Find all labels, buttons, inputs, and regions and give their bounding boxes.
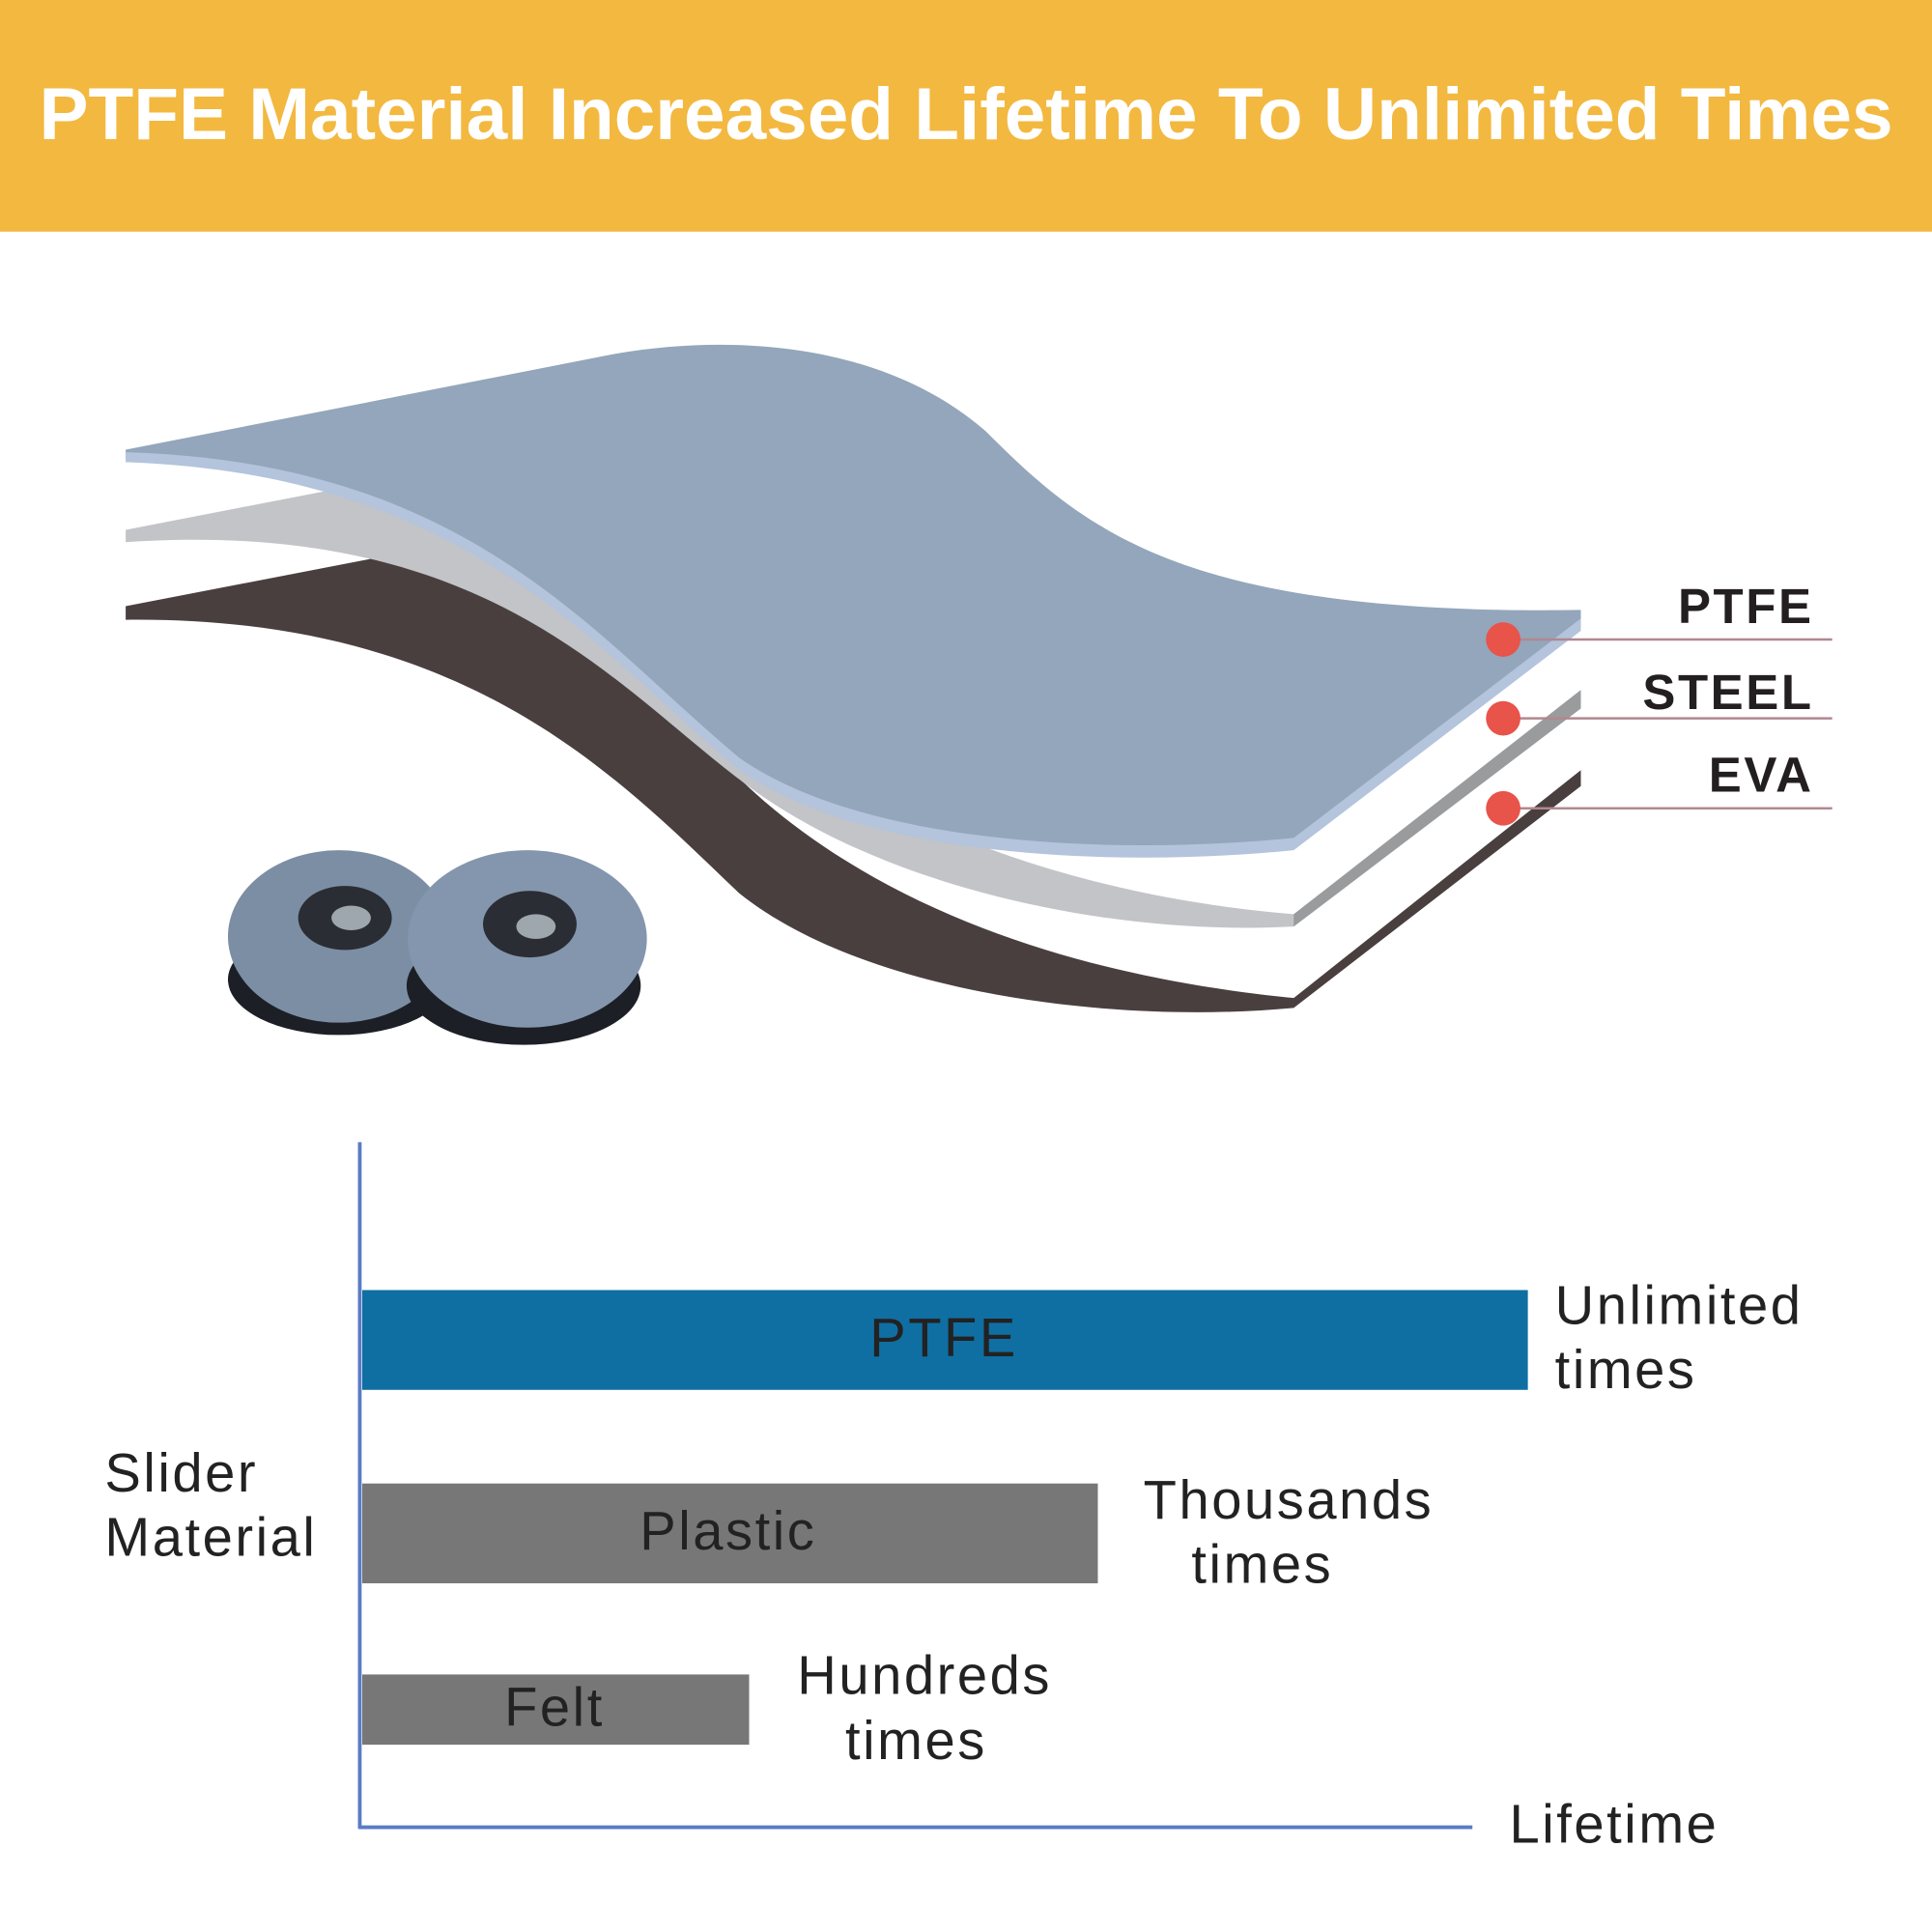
marker-dot bbox=[1486, 622, 1520, 657]
bar bbox=[362, 1483, 1098, 1584]
lifetime-label: times bbox=[1191, 1534, 1333, 1595]
header-title: PTFE Material Increased Lifetime To Unli… bbox=[39, 73, 1892, 156]
bar-label: Felt bbox=[504, 1677, 605, 1738]
y-axis-label: Material bbox=[104, 1506, 317, 1567]
ptfe-layer bbox=[126, 344, 1581, 852]
lifetime-label: Thousands bbox=[1144, 1469, 1435, 1530]
x-axis-label: Lifetime bbox=[1510, 1794, 1719, 1855]
lifetime-label: times bbox=[1555, 1339, 1697, 1400]
y-axis-label: Slider bbox=[104, 1442, 258, 1503]
layer-label: EVA bbox=[1709, 748, 1814, 803]
lifetime-label: Unlimited bbox=[1555, 1275, 1804, 1336]
steel-layer bbox=[126, 470, 1581, 928]
marker-dot bbox=[1486, 700, 1520, 736]
lifetime-label: Hundreds bbox=[797, 1644, 1052, 1705]
bar-label: PTFE bbox=[869, 1307, 1018, 1368]
layer-illustration: PTFE STEEL EVA bbox=[126, 344, 1833, 1012]
slider-pads bbox=[227, 850, 647, 1045]
layer-label: STEEL bbox=[1642, 665, 1813, 720]
layer-label: PTFE bbox=[1678, 579, 1814, 634]
bar bbox=[362, 1674, 750, 1746]
bar-label: Plastic bbox=[639, 1500, 816, 1561]
header-band bbox=[0, 0, 1932, 232]
ptfe-edge bbox=[126, 452, 1581, 858]
eva-layer bbox=[126, 548, 1581, 1012]
marker-dot bbox=[1486, 790, 1520, 826]
steel-edge bbox=[1293, 690, 1581, 927]
lifetime-label: times bbox=[845, 1710, 987, 1771]
bar bbox=[362, 1290, 1528, 1390]
